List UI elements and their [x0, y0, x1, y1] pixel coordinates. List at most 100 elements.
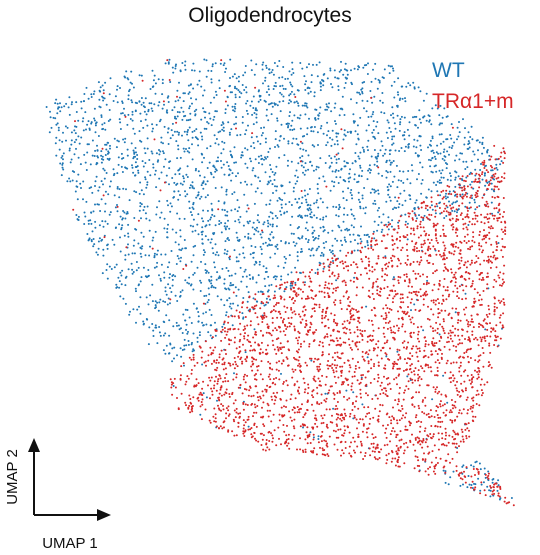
scatter-point [144, 152, 147, 155]
scatter-point [367, 116, 370, 118]
scatter-point [473, 288, 476, 291]
scatter-point [231, 105, 234, 108]
scatter-point [228, 393, 231, 395]
scatter-point [217, 404, 219, 407]
scatter-point [313, 447, 316, 450]
scatter-point [269, 362, 272, 365]
scatter-point [305, 324, 308, 327]
scatter-point [235, 260, 238, 263]
scatter-point [351, 340, 354, 343]
scatter-point [380, 140, 383, 143]
scatter-point [290, 316, 293, 319]
scatter-point [343, 331, 346, 334]
scatter-point [484, 476, 487, 479]
scatter-point [293, 427, 296, 430]
scatter-point [428, 119, 431, 122]
scatter-point [489, 322, 491, 325]
scatter-point [254, 331, 257, 334]
scatter-point [119, 121, 122, 124]
scatter-point [276, 65, 279, 68]
scatter-point [125, 188, 127, 191]
scatter-point [209, 171, 212, 174]
scatter-point [145, 113, 148, 116]
scatter-point [465, 160, 468, 163]
scatter-point [217, 156, 219, 159]
scatter-point [295, 169, 298, 172]
scatter-point [274, 245, 277, 248]
scatter-point [327, 282, 330, 285]
scatter-point [194, 136, 197, 139]
scatter-point [433, 416, 436, 418]
scatter-point [324, 315, 327, 317]
scatter-point [317, 245, 320, 248]
scatter-point [498, 498, 501, 501]
scatter-point [418, 347, 421, 350]
scatter-point [200, 195, 203, 198]
scatter-point [385, 377, 388, 380]
scatter-point [261, 157, 264, 160]
scatter-point [241, 275, 244, 278]
scatter-point [435, 342, 438, 344]
scatter-point [482, 290, 485, 292]
scatter-point [453, 276, 456, 279]
scatter-point [488, 154, 491, 157]
scatter-point [120, 112, 123, 115]
scatter-point [466, 260, 469, 263]
scatter-point [328, 353, 330, 356]
scatter-point [353, 414, 356, 417]
scatter-point [107, 151, 110, 154]
scatter-point [322, 175, 325, 178]
scatter-point [463, 380, 466, 383]
scatter-point [409, 301, 412, 304]
scatter-point [417, 272, 420, 275]
scatter-point [427, 146, 429, 149]
scatter-point [274, 146, 276, 148]
scatter-point [220, 186, 223, 189]
scatter-point [90, 93, 93, 96]
scatter-point [329, 421, 332, 423]
scatter-point [405, 412, 408, 415]
scatter-point [470, 186, 473, 189]
scatter-point [384, 431, 387, 434]
scatter-point [396, 324, 398, 327]
scatter-point [440, 133, 443, 136]
scatter-point [423, 349, 426, 352]
scatter-point [330, 83, 332, 85]
scatter-point [481, 324, 484, 327]
scatter-point [186, 130, 189, 133]
scatter-point [193, 385, 196, 388]
scatter-point [267, 151, 270, 153]
scatter-point [398, 367, 401, 370]
scatter-point [461, 202, 464, 205]
scatter-point [417, 207, 420, 210]
scatter-point [101, 155, 104, 158]
scatter-point [349, 301, 352, 303]
scatter-point [412, 322, 415, 325]
scatter-point [257, 162, 260, 164]
scatter-point [436, 332, 439, 334]
scatter-point [413, 233, 416, 236]
scatter-point [383, 444, 386, 447]
scatter-point [296, 116, 299, 119]
scatter-point [358, 341, 361, 344]
scatter-point [155, 326, 158, 329]
scatter-point [225, 407, 228, 410]
scatter-point [185, 119, 188, 122]
scatter-point [250, 427, 253, 429]
scatter-point [242, 343, 244, 346]
scatter-point [294, 198, 297, 201]
scatter-point [89, 219, 92, 222]
scatter-point [412, 145, 415, 148]
scatter-point [192, 225, 195, 228]
scatter-point [367, 427, 370, 430]
scatter-point [166, 199, 169, 202]
scatter-point [239, 181, 242, 184]
scatter-point [358, 201, 361, 204]
scatter-point [388, 307, 391, 310]
scatter-point [242, 375, 245, 378]
scatter-point [176, 212, 179, 215]
scatter-point [316, 386, 319, 389]
scatter-point [304, 275, 307, 278]
scatter-point [253, 228, 256, 231]
scatter-point [228, 85, 231, 88]
